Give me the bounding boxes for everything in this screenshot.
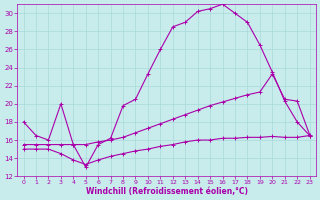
- X-axis label: Windchill (Refroidissement éolien,°C): Windchill (Refroidissement éolien,°C): [85, 187, 248, 196]
